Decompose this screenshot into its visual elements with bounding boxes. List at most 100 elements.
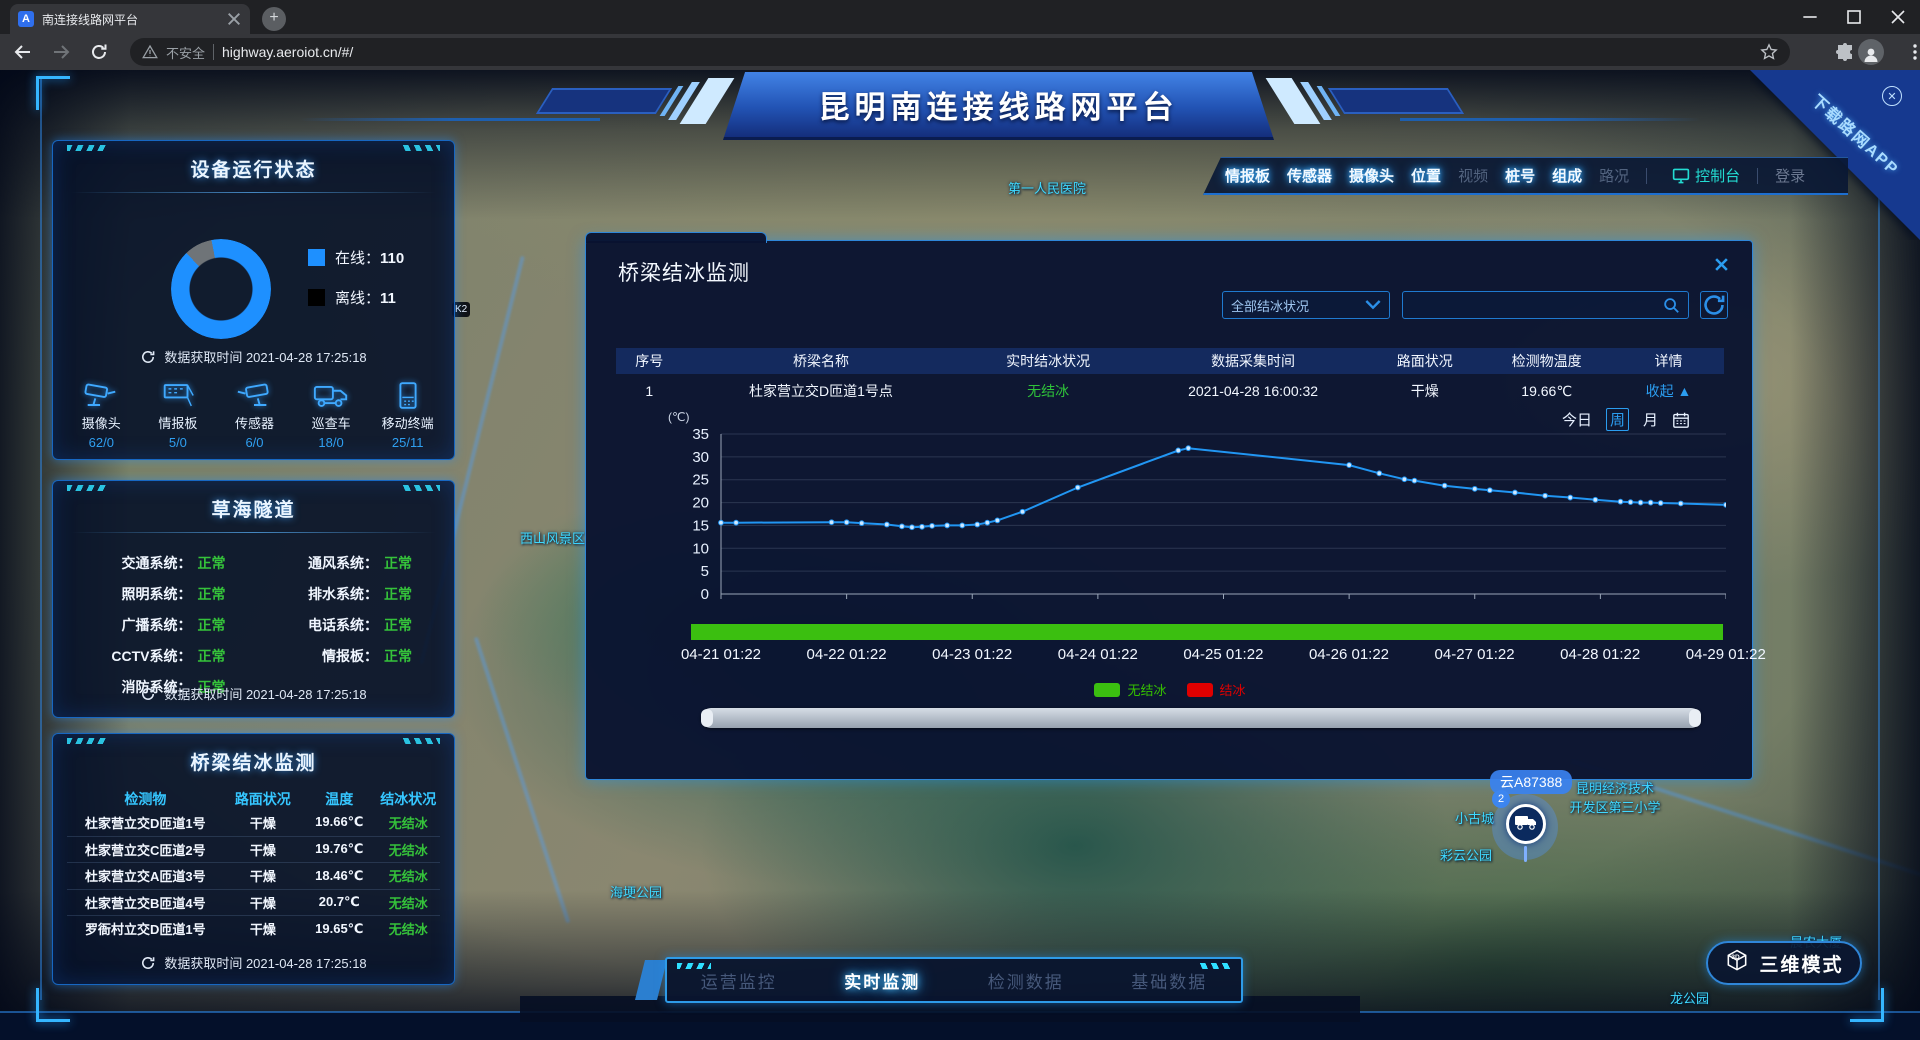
nav-item-5[interactable]: 桩号	[1505, 168, 1536, 185]
tab-close-icon[interactable]	[226, 11, 242, 27]
bridge-cell: 无结冰	[388, 895, 428, 911]
nav-item-4[interactable]: 视频	[1458, 168, 1489, 185]
browser-tab[interactable]: A 南连接线路网平台	[10, 4, 250, 34]
system-status: 正常	[197, 617, 226, 633]
nav-item-3[interactable]: 位置	[1411, 168, 1442, 185]
url-text: highway.aeroiot.cn/#/	[222, 44, 354, 60]
svg-text:5: 5	[701, 563, 709, 580]
system-label: 照明系统：	[121, 586, 192, 602]
ribbon-close-icon[interactable]: ✕	[1882, 86, 1902, 106]
bridge-row[interactable]: 罗衙村立交D匝道1号 干燥 19.65℃ 无结冰	[67, 915, 440, 942]
legend-label: 结冰	[1219, 683, 1246, 698]
modal-col-header: 路面状况	[1396, 353, 1453, 369]
x-axis-label: 04-22 01:22	[806, 646, 887, 663]
ice-status-filter-select[interactable]: 全部结冰状况	[1222, 291, 1390, 319]
temp-line	[721, 447, 1726, 529]
range-tab-1[interactable]: 周	[1605, 408, 1629, 431]
online-swatch	[308, 249, 325, 266]
bottom-tab-2[interactable]: 检测数据	[987, 972, 1064, 992]
refresh-icon[interactable]	[140, 955, 156, 971]
profile-avatar[interactable]	[1858, 39, 1884, 65]
bridge-row[interactable]: 杜家营立交C匝道2号 干燥 19.76℃ 无结冰	[67, 835, 440, 863]
vehicle-count-badge: 2	[1492, 790, 1510, 808]
nav-item-1[interactable]: 传感器	[1287, 168, 1333, 185]
svg-text:15: 15	[692, 517, 709, 534]
nav-item-console[interactable]: 控制台	[1672, 165, 1740, 186]
modal-table-row[interactable]: 1 杜家营立交D匝道1号点 无结冰 2021-04-28 16:00:32 干燥 19.6…	[616, 374, 1724, 408]
bottom-tab-0[interactable]: 运营监控	[700, 972, 777, 992]
collapse-link[interactable]: 收起 ▲	[1645, 383, 1692, 399]
bridge-cell: 干燥	[249, 815, 276, 831]
bottom-tab-3[interactable]: 基础数据	[1131, 972, 1208, 992]
truck-icon	[295, 381, 367, 410]
bridge-row[interactable]: 杜家营立交B匝道4号 干燥 20.7℃ 无结冰	[67, 888, 440, 916]
three-d-mode-button[interactable]: 3D 三维模式	[1706, 941, 1862, 985]
device-tile-terminal[interactable]: 移动终端 25/11	[372, 381, 444, 450]
nav-item-2[interactable]: 摄像头	[1349, 168, 1395, 185]
refresh-icon[interactable]	[140, 349, 156, 365]
device-count: 18/0	[318, 435, 344, 450]
new-tab-button[interactable]: +	[262, 7, 286, 31]
cell-index: 1	[645, 383, 654, 399]
window-minimize-button[interactable]	[1788, 0, 1832, 34]
page-title: 昆明南连接线路网平台	[818, 90, 1179, 125]
cube-3d-icon: 3D	[1724, 948, 1750, 979]
console-label: 控制台	[1695, 168, 1741, 185]
back-button[interactable]	[8, 37, 38, 67]
modal-refresh-button[interactable]	[1700, 291, 1728, 319]
nav-item-7[interactable]: 路况	[1599, 168, 1630, 185]
device-tile-camera[interactable]: 摄像头 62/0	[65, 381, 137, 450]
bookmark-star-icon[interactable]	[1760, 43, 1778, 61]
download-app-ribbon[interactable]: 下载路网APP ✕	[1750, 70, 1920, 240]
y-axis-unit: (℃)	[668, 410, 690, 424]
top-nav-bar: 情报板 传感器 摄像头 位置 视频 桩号 组成 路况 控制台 登录	[1203, 157, 1848, 195]
window-close-button[interactable]	[1876, 0, 1920, 34]
device-tile-board[interactable]: 情报板 5/0	[142, 381, 214, 450]
device-tile-truck[interactable]: 巡查车 18/0	[295, 381, 367, 450]
device-tile-sensor[interactable]: 传感器 6/0	[218, 381, 290, 450]
bottom-tab-1[interactable]: 实时监测	[844, 972, 921, 992]
banner-line-left	[300, 118, 600, 121]
bridge-cell: 杜家营立交C匝道2号	[85, 842, 206, 858]
data-timestamp: 数据获取时间 2021-04-28 17:25:18	[53, 953, 454, 972]
panel-title: 桥梁结冰监测	[190, 753, 317, 774]
window-maximize-button[interactable]	[1832, 0, 1876, 34]
nav-item-0[interactable]: 情报板	[1225, 168, 1271, 185]
system-label: 情报板：	[322, 648, 378, 664]
tunnel-system: 广播系统： 正常	[67, 615, 254, 635]
header-banner: 昆明南连接线路网平台	[300, 70, 1700, 156]
temperature-line-chart: 0 5 10 15 20 25 30 35	[692, 426, 1726, 603]
vehicle-marker[interactable]: 云A87388 2	[1478, 770, 1598, 900]
cell-time: 2021-04-28 16:00:32	[1188, 383, 1319, 399]
extensions-puzzle-icon[interactable]	[1830, 37, 1860, 67]
banner-wing-right	[1265, 78, 1465, 124]
modal-col-header: 详情	[1654, 353, 1683, 369]
forward-button[interactable]	[46, 37, 76, 67]
device-donut-chart	[171, 239, 271, 339]
map-label: 彩云公园	[1440, 848, 1493, 863]
nav-item-login[interactable]: 登录	[1775, 168, 1806, 185]
refresh-icon[interactable]	[140, 686, 156, 702]
system-label: 排水系统：	[308, 586, 378, 602]
bridge-row[interactable]: 杜家营立交A匝道3号 干燥 18.46℃ 无结冰	[67, 862, 440, 889]
calendar-icon[interactable]	[1672, 411, 1690, 429]
reload-button[interactable]	[84, 37, 114, 67]
temperature-chart: (℃) 今日周月 0 5 10 15 20 25 30 35 04-21 01:22 04-22…	[616, 406, 1766, 736]
bridge-row[interactable]: 杜家营立交D匝道1号 干燥 19.66℃ 无结冰	[67, 809, 440, 836]
search-input[interactable]	[1411, 297, 1662, 313]
chart-horizontal-scrollbar[interactable]	[701, 708, 1701, 728]
chevron-down-icon	[1365, 297, 1381, 313]
range-tab-2[interactable]: 月	[1642, 412, 1658, 429]
range-tab-0[interactable]: 今日	[1561, 412, 1592, 429]
address-bar[interactable]: 不安全 highway.aeroiot.cn/#/	[130, 38, 1790, 66]
truck-icon[interactable]	[1506, 804, 1546, 844]
security-label: 不安全	[166, 45, 206, 61]
system-label: 通风系统：	[308, 555, 378, 571]
browser-menu-kebab-icon[interactable]	[1900, 37, 1920, 67]
nav-item-6[interactable]: 组成	[1552, 168, 1583, 185]
search-icon[interactable]	[1662, 296, 1680, 314]
modal-close-icon[interactable]	[1710, 253, 1732, 275]
system-status: 正常	[384, 586, 412, 602]
system-label: 交通系统：	[121, 555, 192, 571]
